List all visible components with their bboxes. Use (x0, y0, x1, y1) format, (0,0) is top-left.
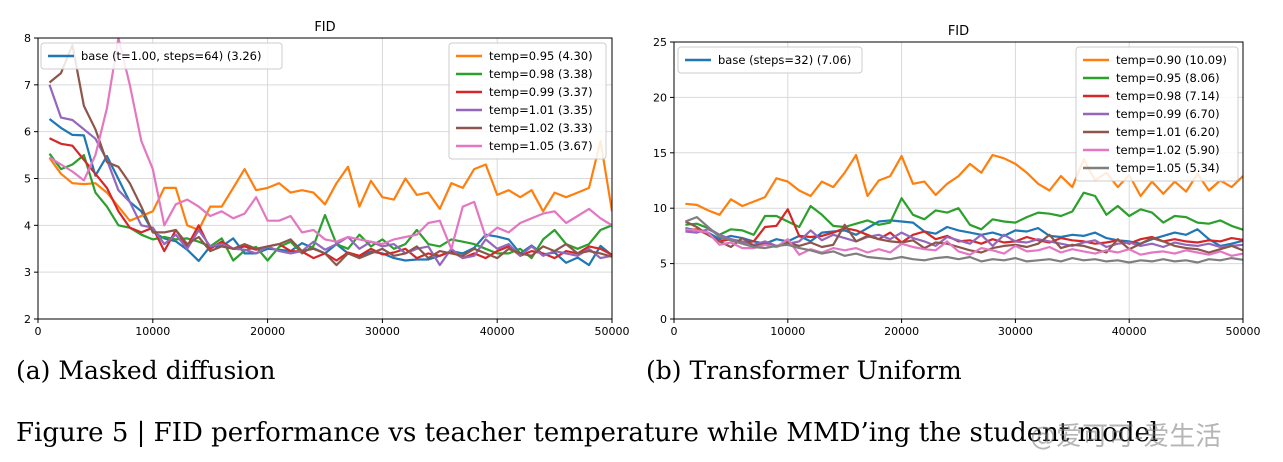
y-tick-label: 20 (653, 91, 667, 104)
series-line-temp-1-05-3-67 (48, 38, 612, 250)
y-tick-label: 10 (653, 202, 667, 215)
chart-a-svg: FID 0 10000 20000 30000 40000 50000 2 3 4 5 6 7 8 base… (24, 20, 630, 338)
figure-caption: Figure 5 | FID performance vs teacher te… (16, 418, 1159, 448)
legend-label-temp-0-90-10-09: temp=0.90 (10.09) (1116, 53, 1227, 67)
chart-b-svg: FID 0 10000 20000 30000 40000 50000 0 5 10 15 20 25 b… (653, 24, 1261, 338)
x-tick-label: 50000 (595, 325, 630, 338)
caption-a: (a) Masked diffusion (16, 356, 276, 385)
legend-box (448, 42, 607, 160)
y-tick-label: 3 (24, 266, 31, 279)
legend-label-temp-0-98-7-14: temp=0.98 (7.14) (1116, 89, 1220, 103)
y-tick-label: 5 (24, 173, 31, 186)
legend-right: temp=0.95 (4.30) temp=0.98 (3.38) temp=0.9… (448, 42, 607, 160)
legend-box (40, 42, 283, 70)
legend-label-temp-0-95-4-30: temp=0.95 (4.30) (489, 49, 593, 63)
series-lines (48, 38, 612, 267)
chart-title: FID (314, 20, 335, 35)
x-tick-label: 10000 (135, 325, 170, 338)
series-line-temp-0-95-8-06 (685, 191, 1243, 236)
legend-label-temp-1-01-3-35: temp=1.01 (3.35) (489, 103, 593, 117)
chart-transformer-uniform: FID 0 10000 20000 30000 40000 50000 0 5 10 15 20 25 b… (640, 0, 1283, 340)
legend-label-temp-1-02-5-90: temp=1.02 (5.90) (1116, 143, 1220, 157)
caption-b: (b) Transformer Uniform (646, 356, 962, 385)
legend-label-temp-0-95-8-06: temp=0.95 (8.06) (1116, 71, 1220, 85)
y-tick-label: 25 (653, 36, 667, 49)
x-tick-label: 50000 (1226, 325, 1261, 338)
legend-label-temp-1-01-6-20: temp=1.01 (6.20) (1116, 125, 1220, 139)
legend-box (677, 46, 863, 74)
series-lines (684, 153, 1243, 264)
x-tick-label: 40000 (1112, 325, 1147, 338)
legend-label-temp-1-05-5-34: temp=1.05 (5.34) (1116, 161, 1220, 175)
plot-frame (673, 41, 1244, 320)
legend-label-temp-0-99-6-70: temp=0.99 (6.70) (1116, 107, 1220, 121)
series-line-temp-1-05-5-34 (685, 216, 1243, 264)
x-tick-label: 30000 (998, 325, 1033, 338)
series-line-temp-1-02-3-33 (48, 43, 612, 267)
series-line-temp-0-98-7-14 (685, 208, 1243, 245)
legend-label-temp-1-02-3-33: temp=1.02 (3.33) (489, 121, 593, 135)
legend-right: temp=0.90 (10.09) temp=0.95 (8.06) temp=0.… (1075, 46, 1239, 182)
legend-box (1075, 46, 1239, 182)
x-tick-label: 0 (35, 325, 42, 338)
x-tick-label: 30000 (365, 325, 400, 338)
y-tick-label: 5 (660, 258, 667, 271)
legend-left: base (t=1.00, steps=64) (3.26) (40, 42, 283, 70)
series-line-temp-0-95-4-30 (48, 139, 612, 232)
legend-label-temp-0-98-3-38: temp=0.98 (3.38) (489, 67, 593, 81)
series-line-temp-1-01-3-35 (48, 84, 612, 267)
y-tick-label: 7 (24, 79, 31, 92)
y-tick-label: 8 (24, 32, 31, 45)
legend-label-base-t-1-00-steps-64-3-26: base (t=1.00, steps=64) (3.26) (81, 49, 261, 63)
chart-masked-diffusion: FID 0 10000 20000 30000 40000 50000 2 3 4 5 6 7 8 base… (0, 0, 640, 340)
x-tick-label: 20000 (884, 325, 919, 338)
x-tick-label: 20000 (250, 325, 285, 338)
y-tick-label: 15 (653, 147, 667, 160)
legend-label-temp-1-05-3-67: temp=1.05 (3.67) (489, 139, 593, 153)
chart-title: FID (948, 24, 969, 39)
x-tick-label: 10000 (770, 325, 805, 338)
legend-label-base-steps-32-7-06: base (steps=32) (7.06) (718, 53, 851, 67)
series-line-temp-0-98-3-38 (48, 153, 612, 262)
y-tick-label: 2 (24, 313, 31, 326)
x-tick-label: 0 (671, 325, 678, 338)
y-tick-label: 0 (660, 313, 667, 326)
legend-label-temp-0-99-3-37: temp=0.99 (3.37) (489, 85, 593, 99)
x-tick-label: 40000 (480, 325, 515, 338)
y-tick-label: 4 (24, 219, 31, 232)
legend-left: base (steps=32) (7.06) (677, 46, 863, 74)
watermark: @爱可可-爱生活 (1030, 422, 1222, 452)
y-tick-label: 6 (24, 126, 31, 139)
series-line-temp-0-90-10-09 (685, 153, 1243, 216)
